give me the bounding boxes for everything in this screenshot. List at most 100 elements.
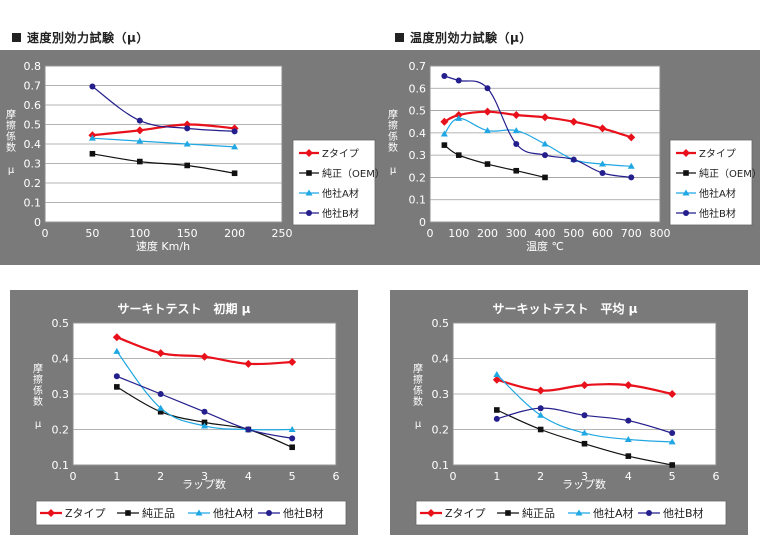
data-point-z: [536, 386, 545, 395]
y-tick-label: 0.6: [24, 99, 42, 112]
legend-label-oem: 純正（OEM）: [322, 167, 385, 180]
y-tick-label: 0.5: [409, 105, 427, 118]
data-point-z: [135, 126, 144, 135]
y-axis-label-char: 擦: [6, 119, 16, 132]
legend-marker-oem: [125, 510, 131, 516]
x-axis-label: ラップ数: [182, 478, 226, 491]
data-point-a: [537, 411, 545, 418]
x-tick-label: 50: [85, 227, 99, 240]
series-b: [441, 73, 635, 181]
y-axis-label-char: 擦: [413, 373, 423, 386]
y-tick-label: 0.2: [432, 424, 450, 437]
x-tick-label: 400: [535, 227, 556, 240]
x-tick-label: 0: [450, 470, 457, 483]
data-point-a: [624, 435, 632, 442]
data-point-z: [569, 117, 578, 126]
y-axis-label-char: 係: [33, 385, 43, 397]
data-point-oem: [581, 440, 588, 447]
y-axis-label-char: 摩: [33, 362, 43, 375]
data-point-oem: [137, 158, 143, 165]
y-tick-label: 0.8: [24, 60, 42, 73]
legend: Zタイプ 純正品 他社A材 他社B材: [35, 500, 347, 526]
data-point-oem: [455, 152, 462, 158]
x-tick-label: 0: [42, 227, 49, 240]
x-tick-label: 600: [592, 227, 613, 240]
speed-chart-header: 速度別効力試験（μ）: [12, 29, 149, 46]
chart-title: サーキトテスト 初期 μ: [117, 301, 250, 316]
legend-label-a: 他社A材: [593, 506, 634, 520]
x-axis-label: 温度 ℃: [526, 239, 564, 253]
x-tick-label: 4: [625, 470, 632, 483]
data-point-oem: [231, 170, 238, 177]
y-tick-label: 0.1: [432, 459, 450, 472]
data-point-a: [512, 127, 520, 134]
data-point-a: [599, 160, 606, 167]
legend-label-oem: 純正（OEM）: [699, 167, 760, 180]
y-tick-label: 0.5: [52, 317, 70, 330]
data-point-a: [581, 429, 588, 436]
y-axis-label-char: μ: [415, 419, 422, 430]
data-point-b: [537, 405, 544, 412]
data-point-z: [492, 375, 501, 384]
data-point-b: [599, 169, 606, 176]
x-tick-label: 800: [650, 227, 671, 240]
data-point-b: [542, 152, 548, 159]
data-point-oem: [289, 444, 295, 451]
y-axis-label-char: 数: [33, 395, 43, 408]
data-point-z: [512, 111, 521, 120]
data-point-z: [627, 133, 636, 142]
legend-marker-b: [646, 510, 652, 516]
data-point-oem: [201, 419, 208, 426]
y-axis-label-char: μ: [8, 165, 15, 176]
y-axis-label-char: μ: [390, 165, 397, 176]
y-tick-label: 0.1: [24, 197, 42, 210]
legend-label-z: Zタイプ: [65, 507, 106, 520]
legend-marker-z: [47, 509, 55, 517]
series-line-oem: [92, 153, 235, 174]
data-point-oem: [89, 150, 96, 157]
y-axis-label-char: 擦: [33, 373, 43, 386]
legend-marker-a: [305, 189, 313, 196]
x-tick-label: 150: [177, 227, 198, 240]
temp-chart-header: 温度別効力試験（μ）: [395, 29, 532, 46]
data-point-b: [245, 426, 252, 433]
y-tick-label: 0.7: [24, 80, 42, 93]
series-a: [88, 134, 239, 150]
data-point-z: [244, 359, 253, 368]
y-tick-label: 0.4: [409, 127, 427, 140]
data-point-a: [136, 137, 144, 144]
data-point-b: [570, 156, 577, 163]
legend-marker-z: [305, 149, 313, 157]
series-oem: [441, 142, 548, 181]
data-point-z: [200, 352, 209, 361]
y-tick-label: 0.3: [409, 149, 427, 162]
data-point-b: [455, 77, 462, 84]
data-point-b: [201, 408, 208, 415]
legend-marker-a: [575, 509, 583, 516]
data-point-oem: [484, 161, 491, 167]
data-point-b: [493, 415, 500, 422]
data-point-a: [455, 114, 463, 121]
data-point-z: [112, 333, 121, 342]
legend-label-z: Zタイプ: [699, 148, 736, 160]
x-tick-label: 6: [713, 470, 720, 483]
y-axis-label-char: 数: [388, 141, 398, 154]
data-point-a: [484, 127, 491, 134]
data-point-oem: [513, 167, 520, 174]
y-axis-label-char: 摩: [388, 108, 398, 121]
data-point-a: [541, 140, 549, 147]
y-tick-label: 0.5: [432, 317, 450, 330]
data-point-b: [157, 391, 164, 397]
x-tick-label: 100: [129, 227, 150, 240]
x-tick-label: 100: [448, 227, 469, 240]
x-tick-label: 500: [563, 227, 584, 240]
x-tick-label: 6: [333, 470, 340, 483]
data-point-z: [440, 117, 449, 126]
y-axis-label-char: 係: [388, 131, 398, 143]
y-tick-label: 0.4: [24, 138, 42, 151]
legend-label-b: 他社B材: [283, 506, 324, 520]
